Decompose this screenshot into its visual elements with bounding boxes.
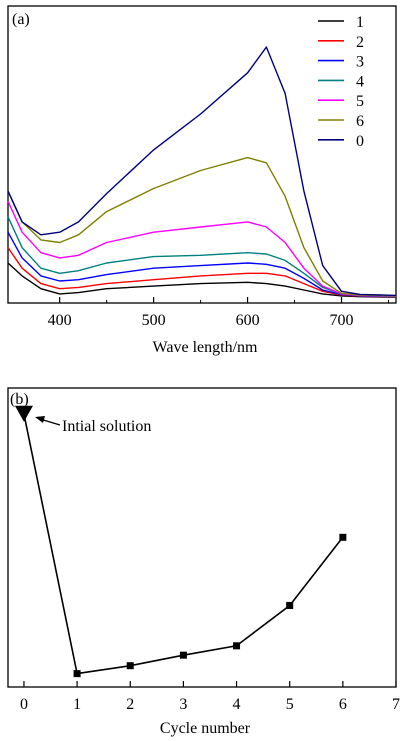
x-tick-label: 2 bbox=[126, 696, 134, 713]
initial-point-marker bbox=[14, 405, 33, 422]
panel-b: (b) 0 1 2 3 4 5 6 7 Intial solution Cycle numbe… bbox=[7, 387, 400, 737]
panel-a-series bbox=[7, 46, 397, 298]
series-line-6 bbox=[7, 156, 397, 297]
x-tick-label: 1 bbox=[73, 696, 81, 713]
series-line-5 bbox=[7, 201, 397, 297]
x-tick-label: 4 bbox=[233, 696, 241, 713]
legend-label-2: 2 bbox=[356, 34, 364, 51]
x-tick-label: 7 bbox=[392, 696, 400, 713]
series-line-1 bbox=[7, 262, 397, 298]
series-line-3 bbox=[7, 231, 397, 298]
legend-label-6: 6 bbox=[356, 113, 364, 130]
x-tick-label: 3 bbox=[179, 696, 187, 713]
panel-b-label: (b) bbox=[10, 391, 29, 408]
legend-label-3: 3 bbox=[356, 54, 364, 71]
data-point bbox=[73, 670, 81, 678]
panel-a: (a) 400 500 600 700 1 2 3 4 5 6 0 Wave length/nm bbox=[7, 5, 397, 356]
panel-a-label: (a) bbox=[12, 11, 30, 28]
data-point bbox=[233, 642, 241, 650]
legend-label-0: 0 bbox=[356, 133, 364, 150]
x-tick-label: 0 bbox=[20, 696, 28, 713]
cycle-line bbox=[23, 413, 344, 675]
data-point bbox=[286, 601, 294, 609]
panel-b-x-ticks: 0 1 2 3 4 5 6 7 bbox=[20, 681, 400, 713]
panel-a-x-axis-label: Wave length/nm bbox=[153, 339, 258, 356]
panel-a-x-ticks: 400 500 600 700 bbox=[48, 297, 389, 329]
initial-solution-annotation: Intial solution bbox=[35, 416, 151, 435]
x-tick-label: 400 bbox=[48, 312, 72, 329]
series-line-0 bbox=[7, 46, 397, 297]
panel-b-x-axis-label: Cycle number bbox=[160, 720, 251, 737]
x-tick-label: 5 bbox=[286, 696, 294, 713]
x-tick-label: 700 bbox=[330, 312, 354, 329]
panel-b-series bbox=[14, 405, 347, 678]
legend-label-5: 5 bbox=[356, 93, 364, 110]
annotation-arrow-head bbox=[35, 416, 45, 423]
x-tick-label: 6 bbox=[339, 696, 347, 713]
data-point bbox=[339, 533, 347, 541]
legend-label-4: 4 bbox=[356, 73, 364, 90]
data-point bbox=[179, 651, 187, 659]
series-line-2 bbox=[7, 247, 397, 298]
panel-b-frame bbox=[7, 387, 397, 688]
x-tick-label: 600 bbox=[236, 312, 260, 329]
panel-a-frame bbox=[7, 5, 397, 304]
panel-a-legend: 1 2 3 4 5 6 0 bbox=[318, 14, 364, 150]
annotation-text: Intial solution bbox=[62, 418, 151, 435]
x-tick-label: 500 bbox=[142, 312, 166, 329]
data-point bbox=[126, 662, 134, 670]
legend-label-1: 1 bbox=[356, 14, 364, 31]
